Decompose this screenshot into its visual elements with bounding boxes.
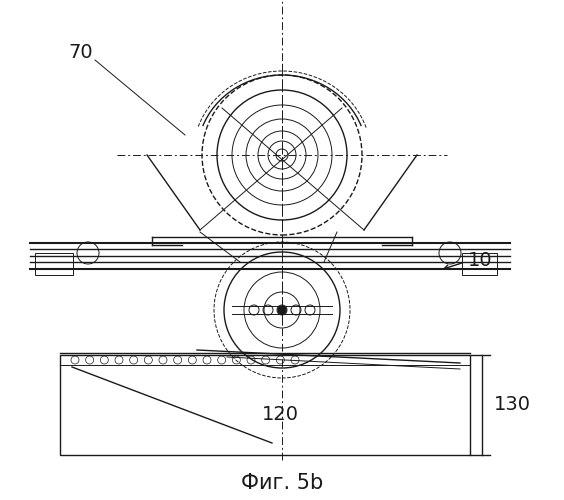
Bar — [462, 253, 497, 275]
Text: Фиг. 5b: Фиг. 5b — [241, 473, 323, 493]
Text: 70: 70 — [68, 42, 92, 62]
Bar — [60, 355, 470, 455]
Text: 130: 130 — [494, 396, 531, 414]
Bar — [35, 253, 73, 275]
Circle shape — [278, 306, 286, 314]
Text: 10: 10 — [468, 250, 492, 270]
Text: 120: 120 — [262, 406, 299, 424]
